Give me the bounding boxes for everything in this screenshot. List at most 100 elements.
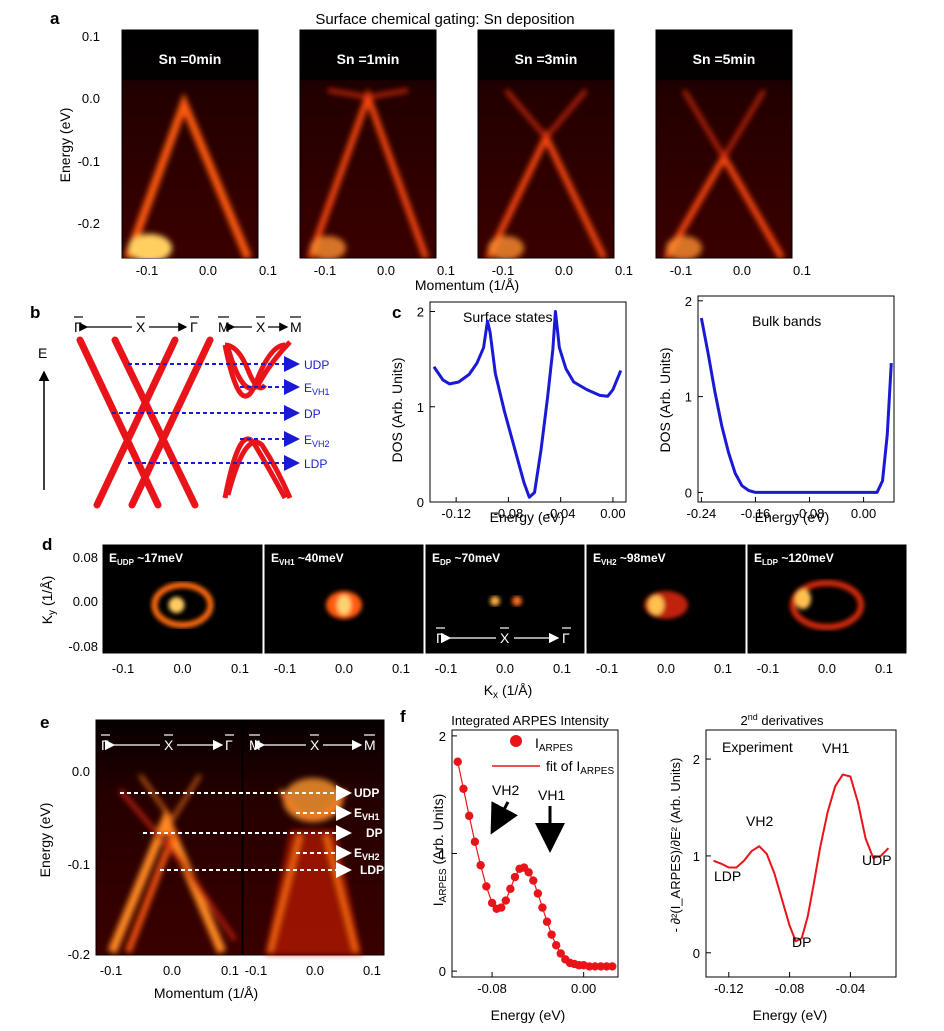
arpes-image-1: Sn =1min -0.1 0.0 0.1 (299, 29, 455, 278)
map-frame (747, 544, 907, 654)
panel-d-xlabel: Kx (1/Å) (484, 682, 533, 701)
panel-letter-b: b (30, 303, 40, 322)
x-tick-label: -0.08 (494, 506, 524, 521)
panel-d-xtick: 0.0 (496, 661, 514, 676)
panel-d-xtick: 0.0 (657, 661, 675, 676)
e-xtick-r2: 0.1 (363, 963, 381, 978)
panel-a: Energy (eV) 0.1 0.0 -0.1 -0.2 Sn =0min -0… (57, 29, 811, 293)
x-tick-label: -0.16 (741, 506, 771, 521)
level-evh2: EVH2 (304, 433, 330, 449)
panel-a-xtick: -0.1 (314, 263, 336, 278)
e-m-left: M (249, 737, 261, 753)
panel-d-xtick: -0.1 (596, 661, 618, 676)
gamma-label-left: Γ (74, 319, 82, 335)
x-tick-label: -0.04 (836, 981, 866, 996)
data-point (538, 903, 547, 912)
y-tick-label: 2 (439, 729, 446, 744)
panel-c-left-ylabel: DOS (Arb. Units) (389, 357, 405, 462)
figure-title: Surface chemical gating: Sn deposition (315, 11, 574, 28)
panel-e-ylabel: Energy (eV) (37, 803, 53, 878)
panel-d-xtick: -0.1 (274, 661, 296, 676)
arpes-image-3: Sn =5min -0.1 0.0 0.1 (655, 29, 811, 278)
panel-letter-a: a (50, 9, 60, 28)
data-point (608, 962, 617, 971)
data-point (470, 837, 480, 846)
panel-e: Energy (eV) 0.0 -0.1 -0.2 Γ X Γ (37, 719, 385, 1001)
panel-a-xtick: 0.1 (437, 263, 455, 278)
level-udp: UDP (304, 358, 329, 372)
data-point (533, 889, 543, 898)
arpes-image-label: Sn =0min (159, 51, 222, 67)
const-energy-map-4: ELDP ~120meV -0.1 0.0 0.1 (747, 544, 907, 676)
map-x: X (500, 630, 510, 646)
y-tick-label: 1 (685, 390, 692, 405)
arrow-vh2 (490, 801, 518, 835)
chart-frame (697, 295, 895, 503)
panel-f-left-ylabel: IARPES (Arb. Units) (430, 794, 449, 906)
level-ldp: LDP (304, 457, 327, 471)
panel-letter-f: f (400, 707, 406, 726)
panel-a-xtick: 0.0 (199, 263, 217, 278)
e-level-udp: UDP (354, 786, 379, 800)
panel-e-ytick-1: -0.1 (68, 857, 90, 872)
e-level-evh2: EVH2 (354, 846, 380, 862)
panel-f-right-xlabel: Energy (eV) (753, 1007, 828, 1023)
panel-letter-c: c (392, 303, 401, 322)
x-tick-label: 0.00 (851, 506, 876, 521)
panel-a-xtick: 0.0 (555, 263, 573, 278)
panel-c-right-xlabel: Energy (eV) (755, 509, 830, 525)
series-line (713, 773, 890, 943)
e-x-right: X (310, 737, 320, 753)
const-energy-map-1: EVH1 ~40meV -0.1 0.0 0.1 (264, 544, 424, 676)
data-point (551, 941, 561, 950)
peak-label-vh2: VH2 (746, 813, 773, 829)
peak-label-ldp: LDP (714, 868, 741, 884)
data-point (453, 757, 462, 766)
x-tick-label: -0.12 (441, 506, 471, 521)
panel-f-right-title: 2nd derivatives (741, 712, 824, 728)
e-xtick-l1: 0.0 (163, 963, 181, 978)
arpes-image-0: Sn =0min -0.1 0.0 0.1 (121, 29, 277, 278)
map-label: EUDP ~17meV (109, 551, 183, 567)
data-point (547, 930, 556, 939)
y-tick-label: 2 (417, 305, 424, 320)
y-tick-label: 1 (693, 849, 700, 864)
panel-d-ytick-2: -0.08 (68, 639, 98, 654)
e-x-left: X (164, 737, 174, 753)
panel-d-xtick: -0.1 (757, 661, 779, 676)
legend-marker-points (510, 735, 522, 747)
panel-a-xtick: -0.1 (136, 263, 158, 278)
panel-a-xtick: 0.1 (259, 263, 277, 278)
panel-c-right-ylabel: DOS (Arb. Units) (657, 347, 673, 452)
panel-a-xtick: -0.1 (670, 263, 692, 278)
panel-d-xtick: 0.1 (875, 661, 893, 676)
panel-a-xtick: -0.1 (492, 263, 514, 278)
chart-frame (429, 301, 627, 503)
map-label: EDP ~70meV (432, 551, 500, 567)
const-energy-map-3: EVH2 ~98meV -0.1 0.0 0.1 (586, 544, 746, 676)
y-tick-label: 0 (439, 964, 446, 979)
panel-f-right-ylabel: - ∂²(I_ARPES)/∂E² (Arb. Units) (668, 758, 683, 933)
e-xtick-l2: 0.1 (221, 963, 239, 978)
gamma-label-right: Γ (190, 319, 198, 335)
panel-a-ytick-2: -0.1 (78, 154, 100, 169)
y-tick-label: 1 (439, 847, 446, 862)
e-level-evh1: EVH1 (354, 806, 380, 822)
annotation-vh1: VH1 (538, 787, 565, 803)
panel-a-ytick-1: 0.0 (82, 91, 100, 106)
panel-f: Integrated ARPES Intensity IARPES (Arb. … (430, 712, 897, 1023)
annotation-vh2: VH2 (492, 782, 519, 798)
panel-d-xtick: 0.1 (231, 661, 249, 676)
x-tick-label: -0.12 (714, 981, 744, 996)
panel-e-ytick-0: 0.0 (72, 764, 90, 779)
panel-d: Ky (1/Å) 0.08 0.00 -0.08 EUDP ~17meV -0.1… (39, 544, 907, 701)
panel-a-xtick: 0.1 (793, 263, 811, 278)
data-point (464, 811, 474, 821)
arpes-image-label: Sn =5min (693, 51, 756, 67)
y-tick-label: 0 (685, 485, 692, 500)
peak-label-udp: UDP (862, 852, 892, 868)
dirac-bands (76, 336, 214, 509)
level-dp: DP (304, 407, 321, 421)
